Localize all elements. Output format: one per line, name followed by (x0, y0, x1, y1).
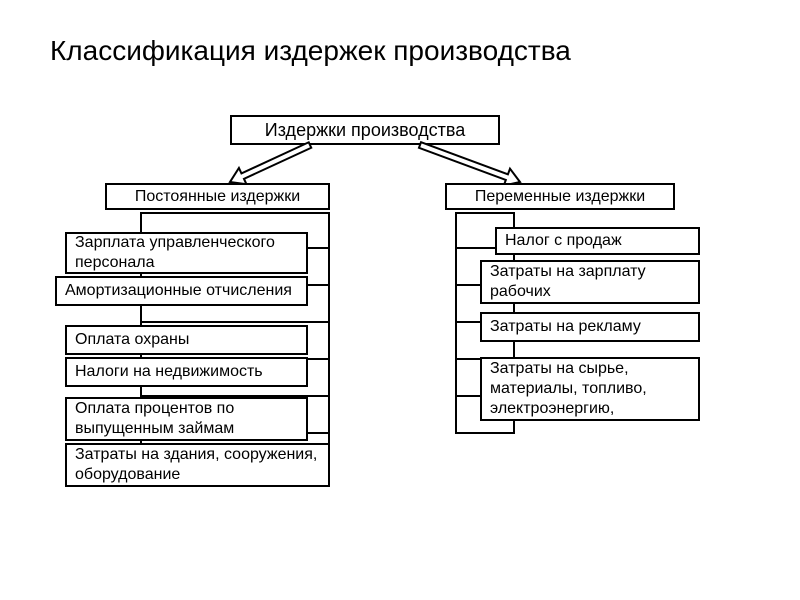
right-item-label: Затраты на сырье, материалы, топливо, эл… (490, 359, 690, 419)
right-item: Затраты на рекламу (480, 312, 700, 342)
left-item: Оплата охраны (65, 325, 308, 355)
right-item: Налог с продаж (495, 227, 700, 255)
right-header: Переменные издержки (445, 183, 675, 210)
left-item-label: Зарплата управленческого персонала (75, 233, 298, 273)
left-item-label: Амортизационные отчисления (65, 281, 292, 301)
right-item-label: Налог с продаж (505, 231, 622, 251)
left-item: Амортизационные отчисления (55, 276, 308, 306)
root-box: Издержки производства (230, 115, 500, 145)
left-item-label: Затраты на здания, сооружения, оборудова… (75, 445, 320, 485)
left-item: Оплата процентов по выпущенным займам (65, 397, 308, 441)
left-item-label: Налоги на недвижимость (75, 362, 263, 382)
right-item-label: Затраты на зарплату рабочих (490, 262, 690, 302)
left-item: Затраты на здания, сооружения, оборудова… (65, 443, 330, 487)
left-item: Налоги на недвижимость (65, 357, 308, 387)
page-title: Классификация издержек производства (50, 35, 571, 67)
right-item-label: Затраты на рекламу (490, 317, 641, 337)
right-item: Затраты на сырье, материалы, топливо, эл… (480, 357, 700, 421)
left-item: Зарплата управленческого персонала (65, 232, 308, 274)
left-item-label: Оплата охраны (75, 330, 189, 350)
left-header: Постоянные издержки (105, 183, 330, 210)
left-item-label: Оплата процентов по выпущенным займам (75, 399, 298, 439)
right-item: Затраты на зарплату рабочих (480, 260, 700, 304)
